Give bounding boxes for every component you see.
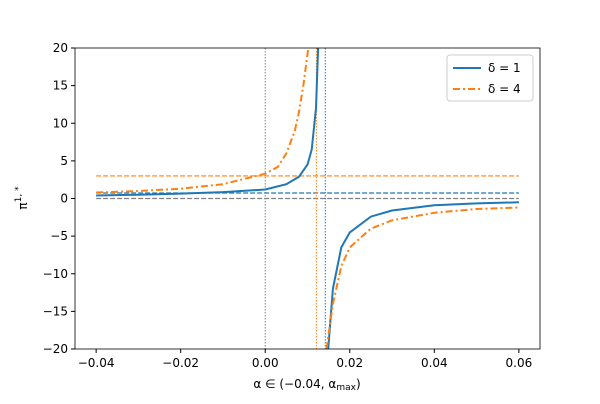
legend: δ = 1 δ = 4 bbox=[446, 54, 534, 102]
legend-label-delta-1: δ = 1 bbox=[488, 61, 521, 75]
series-2-branch-1 bbox=[96, 47, 310, 194]
x-tick-label: −0.02 bbox=[162, 356, 199, 370]
x-axis-label: α ∈ (−0.04, αmax) bbox=[253, 377, 360, 393]
y-tick-label: 20 bbox=[53, 41, 68, 55]
series-2-branch-2 bbox=[325, 206, 519, 350]
y-tick-label: −20 bbox=[43, 342, 68, 356]
x-tick-label: 0.06 bbox=[506, 356, 533, 370]
series-1-branch-1 bbox=[96, 47, 320, 197]
y-tick-label: −10 bbox=[43, 267, 68, 281]
x-tick-label: −0.04 bbox=[78, 356, 115, 370]
y-tick-label: 10 bbox=[53, 116, 68, 130]
x-tick-label: 0.02 bbox=[336, 356, 363, 370]
x-tick-label: 0.04 bbox=[421, 356, 448, 370]
y-tick-label: −5 bbox=[50, 229, 68, 243]
y-tick-label: −15 bbox=[43, 304, 68, 318]
x-tick-label: 0.00 bbox=[252, 356, 279, 370]
legend-label-delta-4: δ = 4 bbox=[488, 82, 521, 96]
y-tick-label: 0 bbox=[60, 192, 68, 206]
y-axis-label: π1, * bbox=[14, 186, 30, 210]
y-tick-label: 15 bbox=[53, 79, 68, 93]
series-1-branch-2 bbox=[327, 201, 519, 350]
y-tick-label: 5 bbox=[60, 154, 68, 168]
